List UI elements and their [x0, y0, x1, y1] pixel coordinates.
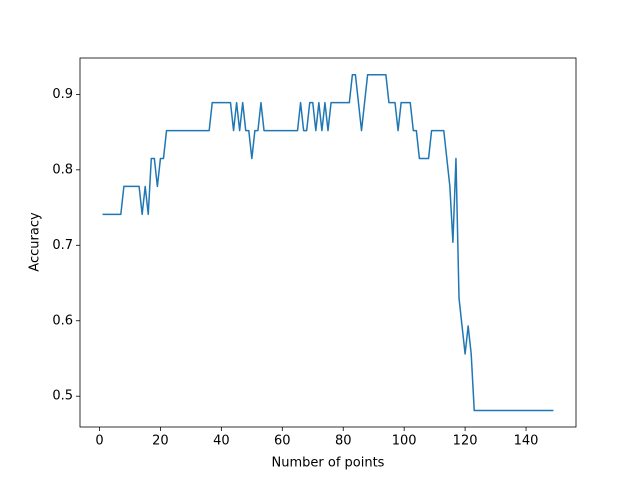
x-tick-label: 140 — [514, 434, 539, 449]
plot-frame — [79, 57, 577, 428]
y-tick-label: 0.6 — [52, 313, 73, 328]
x-tick-label: 20 — [152, 434, 169, 449]
x-tick-label: 100 — [392, 434, 417, 449]
x-tick-label: 80 — [335, 434, 352, 449]
y-tick-label: 0.5 — [52, 389, 73, 404]
x-tick-label: 120 — [453, 434, 478, 449]
y-tick-label: 0.7 — [52, 238, 73, 253]
y-tick-label: 0.9 — [52, 87, 73, 102]
y-axis-label: Accuracy — [28, 212, 43, 272]
x-tick-label: 0 — [95, 434, 103, 449]
x-axis-label: Number of points — [272, 456, 385, 471]
data-line — [102, 74, 554, 412]
y-tick-label: 0.8 — [52, 162, 73, 177]
x-tick-label: 60 — [274, 434, 291, 449]
x-tick-label: 40 — [213, 434, 230, 449]
